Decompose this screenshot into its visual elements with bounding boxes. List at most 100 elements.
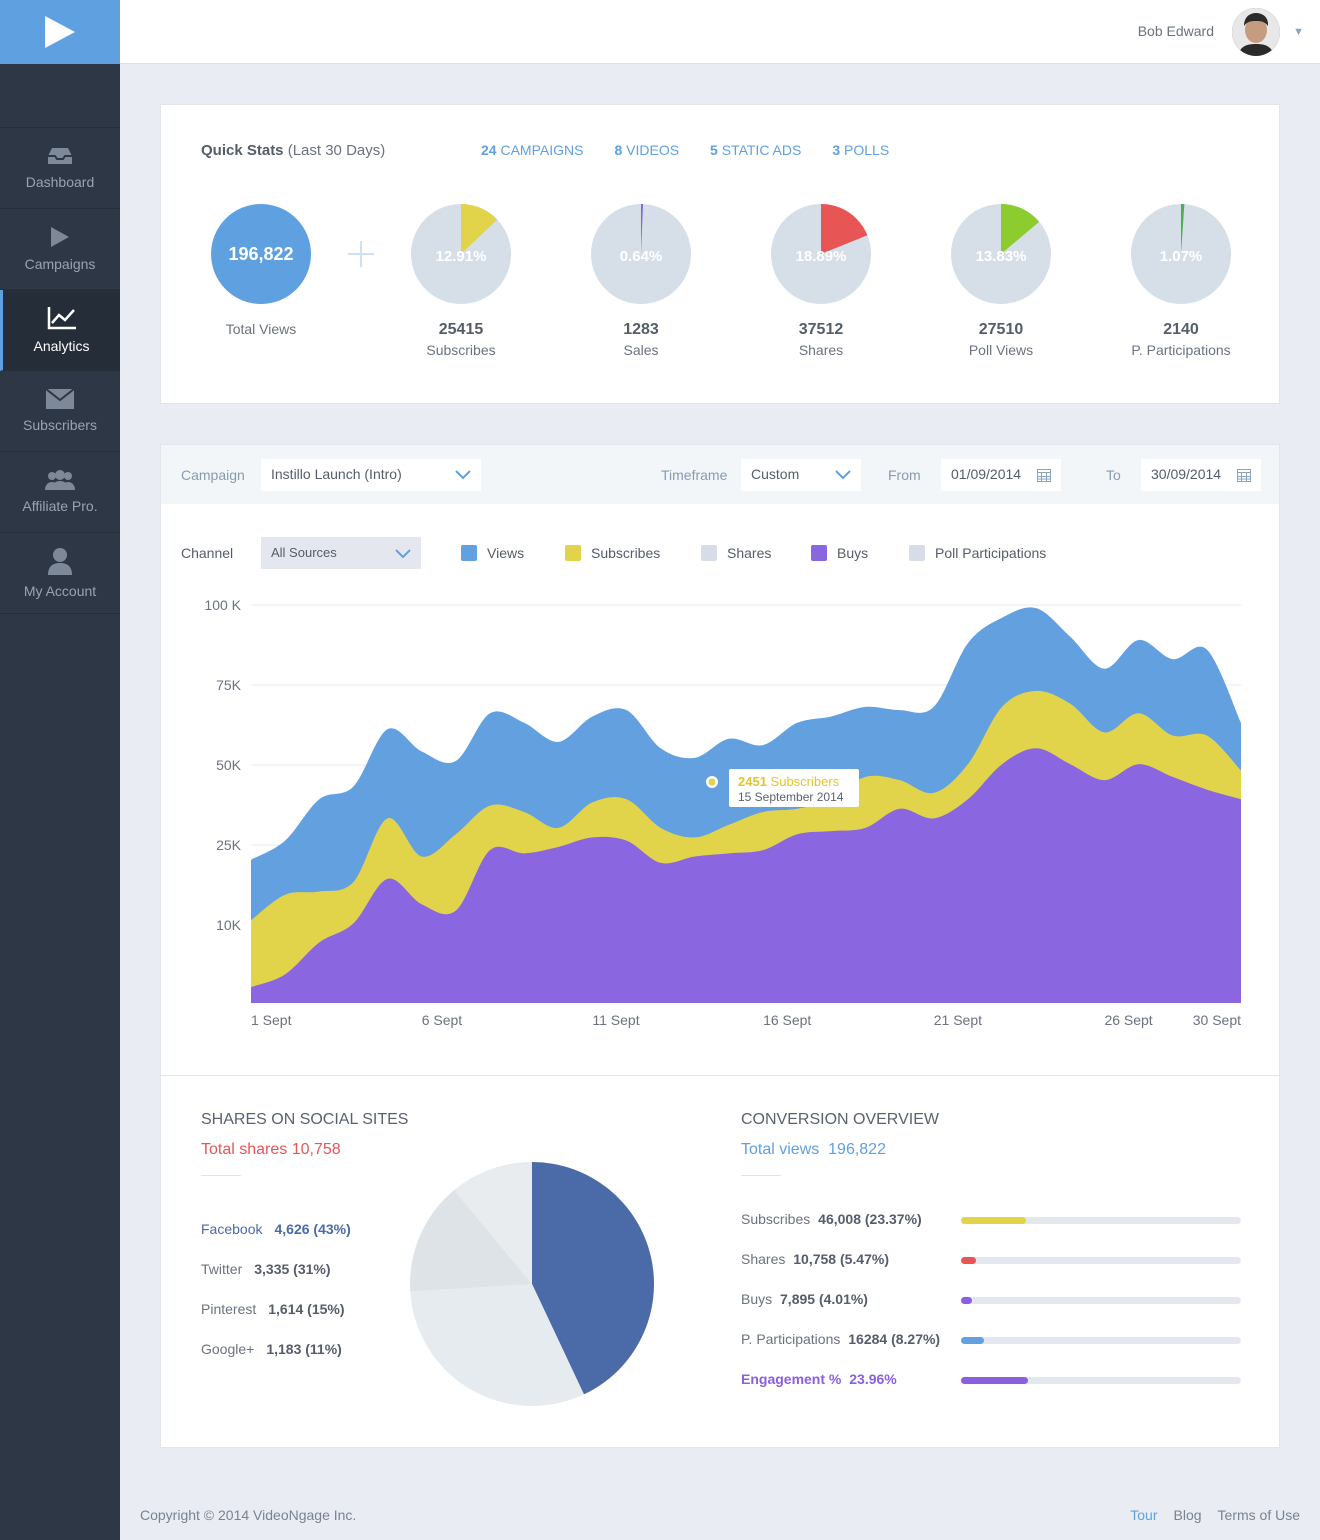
chevron-down-icon	[835, 470, 851, 480]
participations-pie	[1131, 204, 1231, 304]
y-tick-label: 10K	[216, 917, 242, 933]
campaign-value: Instillo Launch (Intro)	[271, 466, 402, 482]
y-tick-label: 75K	[216, 677, 242, 693]
x-tick-label: 1 Sept	[251, 1012, 292, 1028]
share-row-google: Google+ 1,183 (11%)	[201, 1341, 342, 1357]
stat-pct: 13.83%	[975, 248, 1027, 265]
to-date-value: 30/09/2014	[1151, 466, 1222, 482]
chevron-down-icon	[395, 549, 411, 559]
legend-swatch	[565, 545, 581, 561]
shares-pie	[771, 204, 871, 304]
share-row-twitter: Twitter 3,335 (31%)	[201, 1261, 331, 1277]
sidebar-item-label: Analytics	[33, 338, 90, 354]
user-name[interactable]: Bob Edward	[1137, 23, 1214, 39]
footer-link-blog[interactable]: Blog	[1173, 1507, 1202, 1523]
legend-swatch	[811, 545, 827, 561]
stat-pct: 12.91%	[435, 248, 487, 265]
sidebar-item-affiliate[interactable]: Affiliate Pro.	[0, 452, 120, 533]
sidebar-item-subscribers[interactable]: Subscribers	[0, 371, 120, 452]
progress-fill	[961, 1377, 1029, 1384]
play-logo-icon	[45, 16, 75, 48]
sidebar-item-dashboard[interactable]: Dashboard	[0, 128, 120, 209]
channel-select[interactable]: All Sources	[261, 537, 421, 569]
filter-bar: Campaign Instillo Launch (Intro) Timefra…	[161, 445, 1279, 504]
rule	[201, 1175, 241, 1176]
legend-shares[interactable]: Shares	[701, 545, 771, 561]
social-total: Total shares 10,758	[201, 1141, 341, 1158]
x-tick-label: 21 Sept	[934, 1012, 982, 1028]
from-date-input[interactable]: 01/09/2014	[941, 459, 1061, 491]
total-views-label: Total Views	[225, 321, 297, 337]
sidebar: Dashboard Campaigns Analytics Subscriber…	[0, 0, 120, 1540]
stat-pct: 1.07%	[1159, 248, 1203, 265]
conversion-row-buys: Buys 7,895 (4.01%)	[741, 1291, 868, 1307]
footer-link-tour[interactable]: Tour	[1130, 1507, 1158, 1523]
to-date-input[interactable]: 30/09/2014	[1141, 459, 1261, 491]
timeframe-select[interactable]: Custom	[741, 459, 861, 491]
tooltip-box	[729, 769, 859, 807]
conversion-title: CONVERSION OVERVIEW	[741, 1111, 939, 1128]
envelope-icon	[46, 389, 74, 409]
channel-value: All Sources	[271, 545, 337, 560]
stat-number: 1283	[623, 321, 659, 338]
topbar: Bob Edward ▼	[120, 0, 1320, 64]
chevron-down-icon	[455, 470, 471, 480]
logo[interactable]	[0, 0, 120, 64]
buys-progress	[961, 1297, 1241, 1304]
tooltip-date: 15 September 2014	[738, 790, 844, 804]
timeframe-value: Custom	[751, 466, 800, 482]
quick-stats-links: 24 CAMPAIGNS 8 VIDEOS 5 STATIC ADS 3 POL…	[481, 142, 889, 158]
legend-poll-participations[interactable]: Poll Participations	[909, 545, 1046, 561]
channel-label: Channel	[181, 545, 234, 561]
quick-stats-title: Quick Stats (Last 30 Days)	[201, 142, 386, 159]
static-ads-link[interactable]: 5 STATIC ADS	[710, 142, 802, 158]
copyright: Copyright © 2014 VideoNgage Inc.	[140, 1507, 357, 1523]
calendar-icon[interactable]	[1037, 468, 1051, 482]
stat-label: Shares	[798, 342, 844, 358]
stat-label: Sales	[623, 342, 659, 358]
to-label: To	[1106, 467, 1121, 483]
x-tick-label: 26 Sept	[1104, 1012, 1152, 1028]
campaigns-link[interactable]: 24 CAMPAIGNS	[481, 142, 584, 158]
sidebar-item-campaigns[interactable]: Campaigns	[0, 209, 120, 290]
polls-link[interactable]: 3 POLLS	[832, 142, 890, 158]
footer-link-terms[interactable]: Terms of Use	[1217, 1507, 1300, 1523]
analytics-icon	[47, 307, 76, 330]
from-label: From	[888, 467, 921, 483]
pie-slice-twitter	[410, 1284, 584, 1406]
legend-label: Subscribes	[591, 545, 661, 561]
stat-number: 25415	[438, 321, 484, 338]
social-title: SHARES ON SOCIAL SITES	[201, 1111, 409, 1128]
pie-slice-pinterest	[410, 1189, 532, 1292]
engagement-progress	[961, 1377, 1241, 1384]
legend-label: Shares	[727, 545, 772, 561]
conversion-row-subscribes: Subscribes 46,008 (23.37%)	[741, 1211, 922, 1227]
legend-swatch	[909, 545, 925, 561]
campaign-label: Campaign	[181, 467, 245, 483]
sidebar-item-label: Campaigns	[24, 256, 96, 272]
progress-fill	[961, 1257, 977, 1264]
stat-number: 2140	[1163, 321, 1199, 338]
legend-buys[interactable]: Buys	[811, 545, 868, 561]
calendar-icon[interactable]	[1237, 468, 1251, 482]
sales-pie	[591, 204, 691, 304]
analytics-panel: Campaign Instillo Launch (Intro) Timefra…	[160, 444, 1280, 1448]
rule	[741, 1175, 781, 1176]
area-chart: 100 K 75K 50K 25K 10K 1 Sept 6 Sept 11 Sept 16 S…	[204, 597, 1241, 1028]
sidebar-item-analytics[interactable]: Analytics	[0, 290, 120, 371]
shares-progress	[961, 1257, 1241, 1264]
user-menu-caret-icon[interactable]: ▼	[1293, 26, 1304, 38]
progress-fill	[961, 1217, 1027, 1224]
sidebar-item-my-account[interactable]: My Account	[0, 533, 120, 614]
x-tick-label: 30 Sept	[1193, 1012, 1241, 1028]
timeframe-label: Timeframe	[661, 467, 728, 483]
videos-link[interactable]: 8 VIDEOS	[614, 142, 680, 158]
stat-label: Poll Views	[968, 342, 1034, 358]
avatar[interactable]	[1232, 8, 1280, 56]
pie-slice-facebook	[532, 1162, 654, 1395]
campaign-select[interactable]: Instillo Launch (Intro)	[261, 459, 481, 491]
legend-subscribes[interactable]: Subscribes	[565, 545, 660, 561]
poll-views-pie	[951, 204, 1051, 304]
legend-views[interactable]: Views	[461, 545, 524, 561]
pie-slice	[461, 204, 498, 254]
